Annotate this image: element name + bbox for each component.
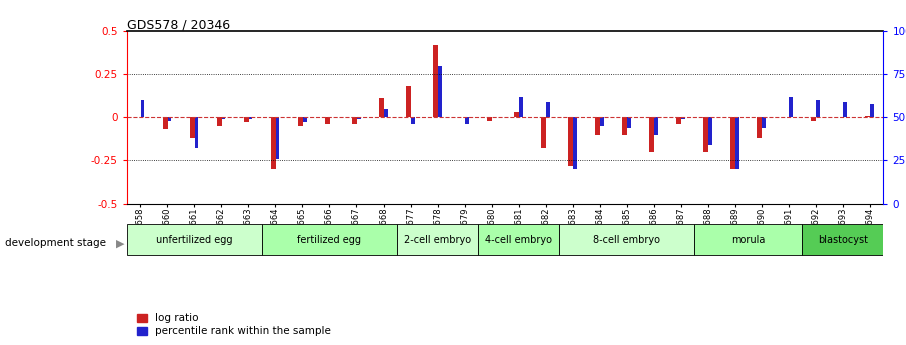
Bar — [262, 224, 397, 255]
Bar — [708, 117, 712, 145]
Bar — [541, 117, 546, 148]
Bar — [222, 117, 226, 119]
Bar — [568, 117, 573, 166]
Bar — [573, 117, 577, 169]
Bar — [789, 97, 793, 117]
Text: 2-cell embryo: 2-cell embryo — [404, 235, 471, 245]
Bar — [681, 117, 685, 119]
Bar — [325, 117, 330, 124]
Bar — [843, 102, 847, 117]
Bar — [303, 117, 306, 122]
Bar — [438, 66, 441, 117]
Bar — [127, 224, 262, 255]
Text: unfertilized egg: unfertilized egg — [156, 235, 233, 245]
Text: fertilized egg: fertilized egg — [297, 235, 361, 245]
Bar — [649, 117, 654, 152]
Bar — [762, 117, 766, 128]
Bar — [487, 117, 492, 121]
Bar — [816, 100, 820, 117]
Text: development stage: development stage — [5, 238, 105, 248]
Bar — [217, 117, 222, 126]
Bar — [654, 117, 658, 135]
Bar — [298, 117, 303, 126]
Bar — [168, 117, 171, 121]
Bar — [519, 97, 523, 117]
Bar — [676, 117, 681, 124]
Bar — [478, 224, 559, 255]
Legend: log ratio, percentile rank within the sample: log ratio, percentile rank within the sa… — [137, 313, 332, 336]
Bar — [244, 117, 248, 122]
Bar — [406, 86, 410, 117]
Bar — [163, 117, 168, 129]
Text: GDS578 / 20346: GDS578 / 20346 — [127, 18, 230, 31]
Bar — [410, 117, 415, 124]
Bar — [595, 117, 600, 135]
Bar — [465, 117, 468, 124]
Text: blastocyst: blastocyst — [818, 235, 868, 245]
Bar — [757, 117, 762, 138]
Bar — [433, 45, 438, 117]
Bar — [559, 224, 694, 255]
Bar — [384, 109, 388, 117]
Bar — [379, 98, 384, 117]
Bar — [865, 116, 870, 117]
Text: morula: morula — [731, 235, 766, 245]
Bar — [870, 104, 874, 117]
Bar — [397, 224, 478, 255]
Bar — [803, 224, 883, 255]
Bar — [546, 102, 550, 117]
Bar — [248, 117, 253, 119]
Bar — [514, 112, 519, 117]
Text: 4-cell embryo: 4-cell embryo — [485, 235, 552, 245]
Bar — [735, 117, 738, 169]
Bar — [275, 117, 279, 159]
Bar — [627, 117, 631, 128]
Bar — [694, 224, 803, 255]
Text: 8-cell embryo: 8-cell embryo — [593, 235, 660, 245]
Bar — [730, 117, 735, 169]
Text: ▶: ▶ — [116, 238, 124, 248]
Bar — [189, 117, 195, 138]
Bar — [357, 117, 361, 119]
Bar — [140, 100, 144, 117]
Bar — [622, 117, 627, 135]
Bar — [811, 117, 816, 121]
Bar — [195, 117, 198, 148]
Bar — [352, 117, 357, 124]
Bar — [271, 117, 275, 169]
Bar — [600, 117, 603, 126]
Bar — [703, 117, 708, 152]
